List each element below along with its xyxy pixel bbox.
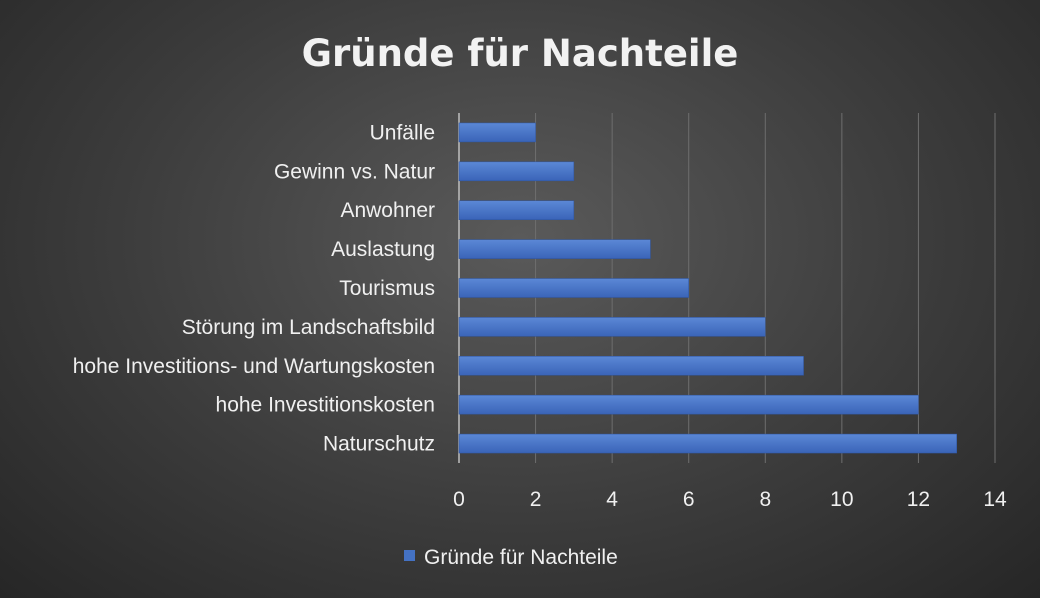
bar: [458, 317, 766, 337]
category-label: Anwohner: [340, 199, 435, 222]
x-tick-label: 0: [453, 488, 465, 511]
category-label: Unfälle: [370, 121, 435, 144]
category-label: Tourismus: [339, 277, 435, 300]
bars: [458, 122, 957, 454]
x-tick-label: 2: [530, 488, 542, 511]
x-tick-label: 10: [830, 488, 853, 511]
x-tick-label: 6: [683, 488, 695, 511]
x-tick-labels: 0 2 4 6 8 10 12 14: [453, 488, 1007, 511]
category-labels: Unfälle Gewinn vs. Natur Anwohner Auslastun…: [73, 121, 435, 455]
category-label: Störung im Landschaftsbild: [182, 316, 435, 339]
bar: [458, 394, 919, 415]
category-label: Naturschutz: [323, 433, 435, 456]
category-label: Gewinn vs. Natur: [274, 160, 435, 183]
x-tick-label: 14: [983, 488, 1007, 511]
category-label: hohe Investitionskosten: [216, 394, 435, 417]
bar: [458, 433, 957, 454]
bar: [458, 356, 804, 376]
bar: [458, 161, 575, 182]
chart-title: Gründe für Nachteile: [302, 32, 739, 75]
x-tick-label: 12: [907, 488, 930, 511]
legend-swatch: [404, 550, 415, 561]
category-label: Auslastung: [331, 238, 435, 261]
legend-label: Gründe für Nachteile: [424, 546, 618, 569]
x-tick-label: 8: [759, 488, 771, 511]
bar: [458, 278, 689, 298]
bar: [458, 239, 651, 259]
bar: [458, 200, 575, 220]
category-label: hohe Investitions- und Wartungskosten: [73, 355, 435, 378]
x-tick-label: 4: [606, 488, 618, 511]
bar: [458, 122, 536, 143]
legend: Gründe für Nachteile: [404, 546, 618, 569]
